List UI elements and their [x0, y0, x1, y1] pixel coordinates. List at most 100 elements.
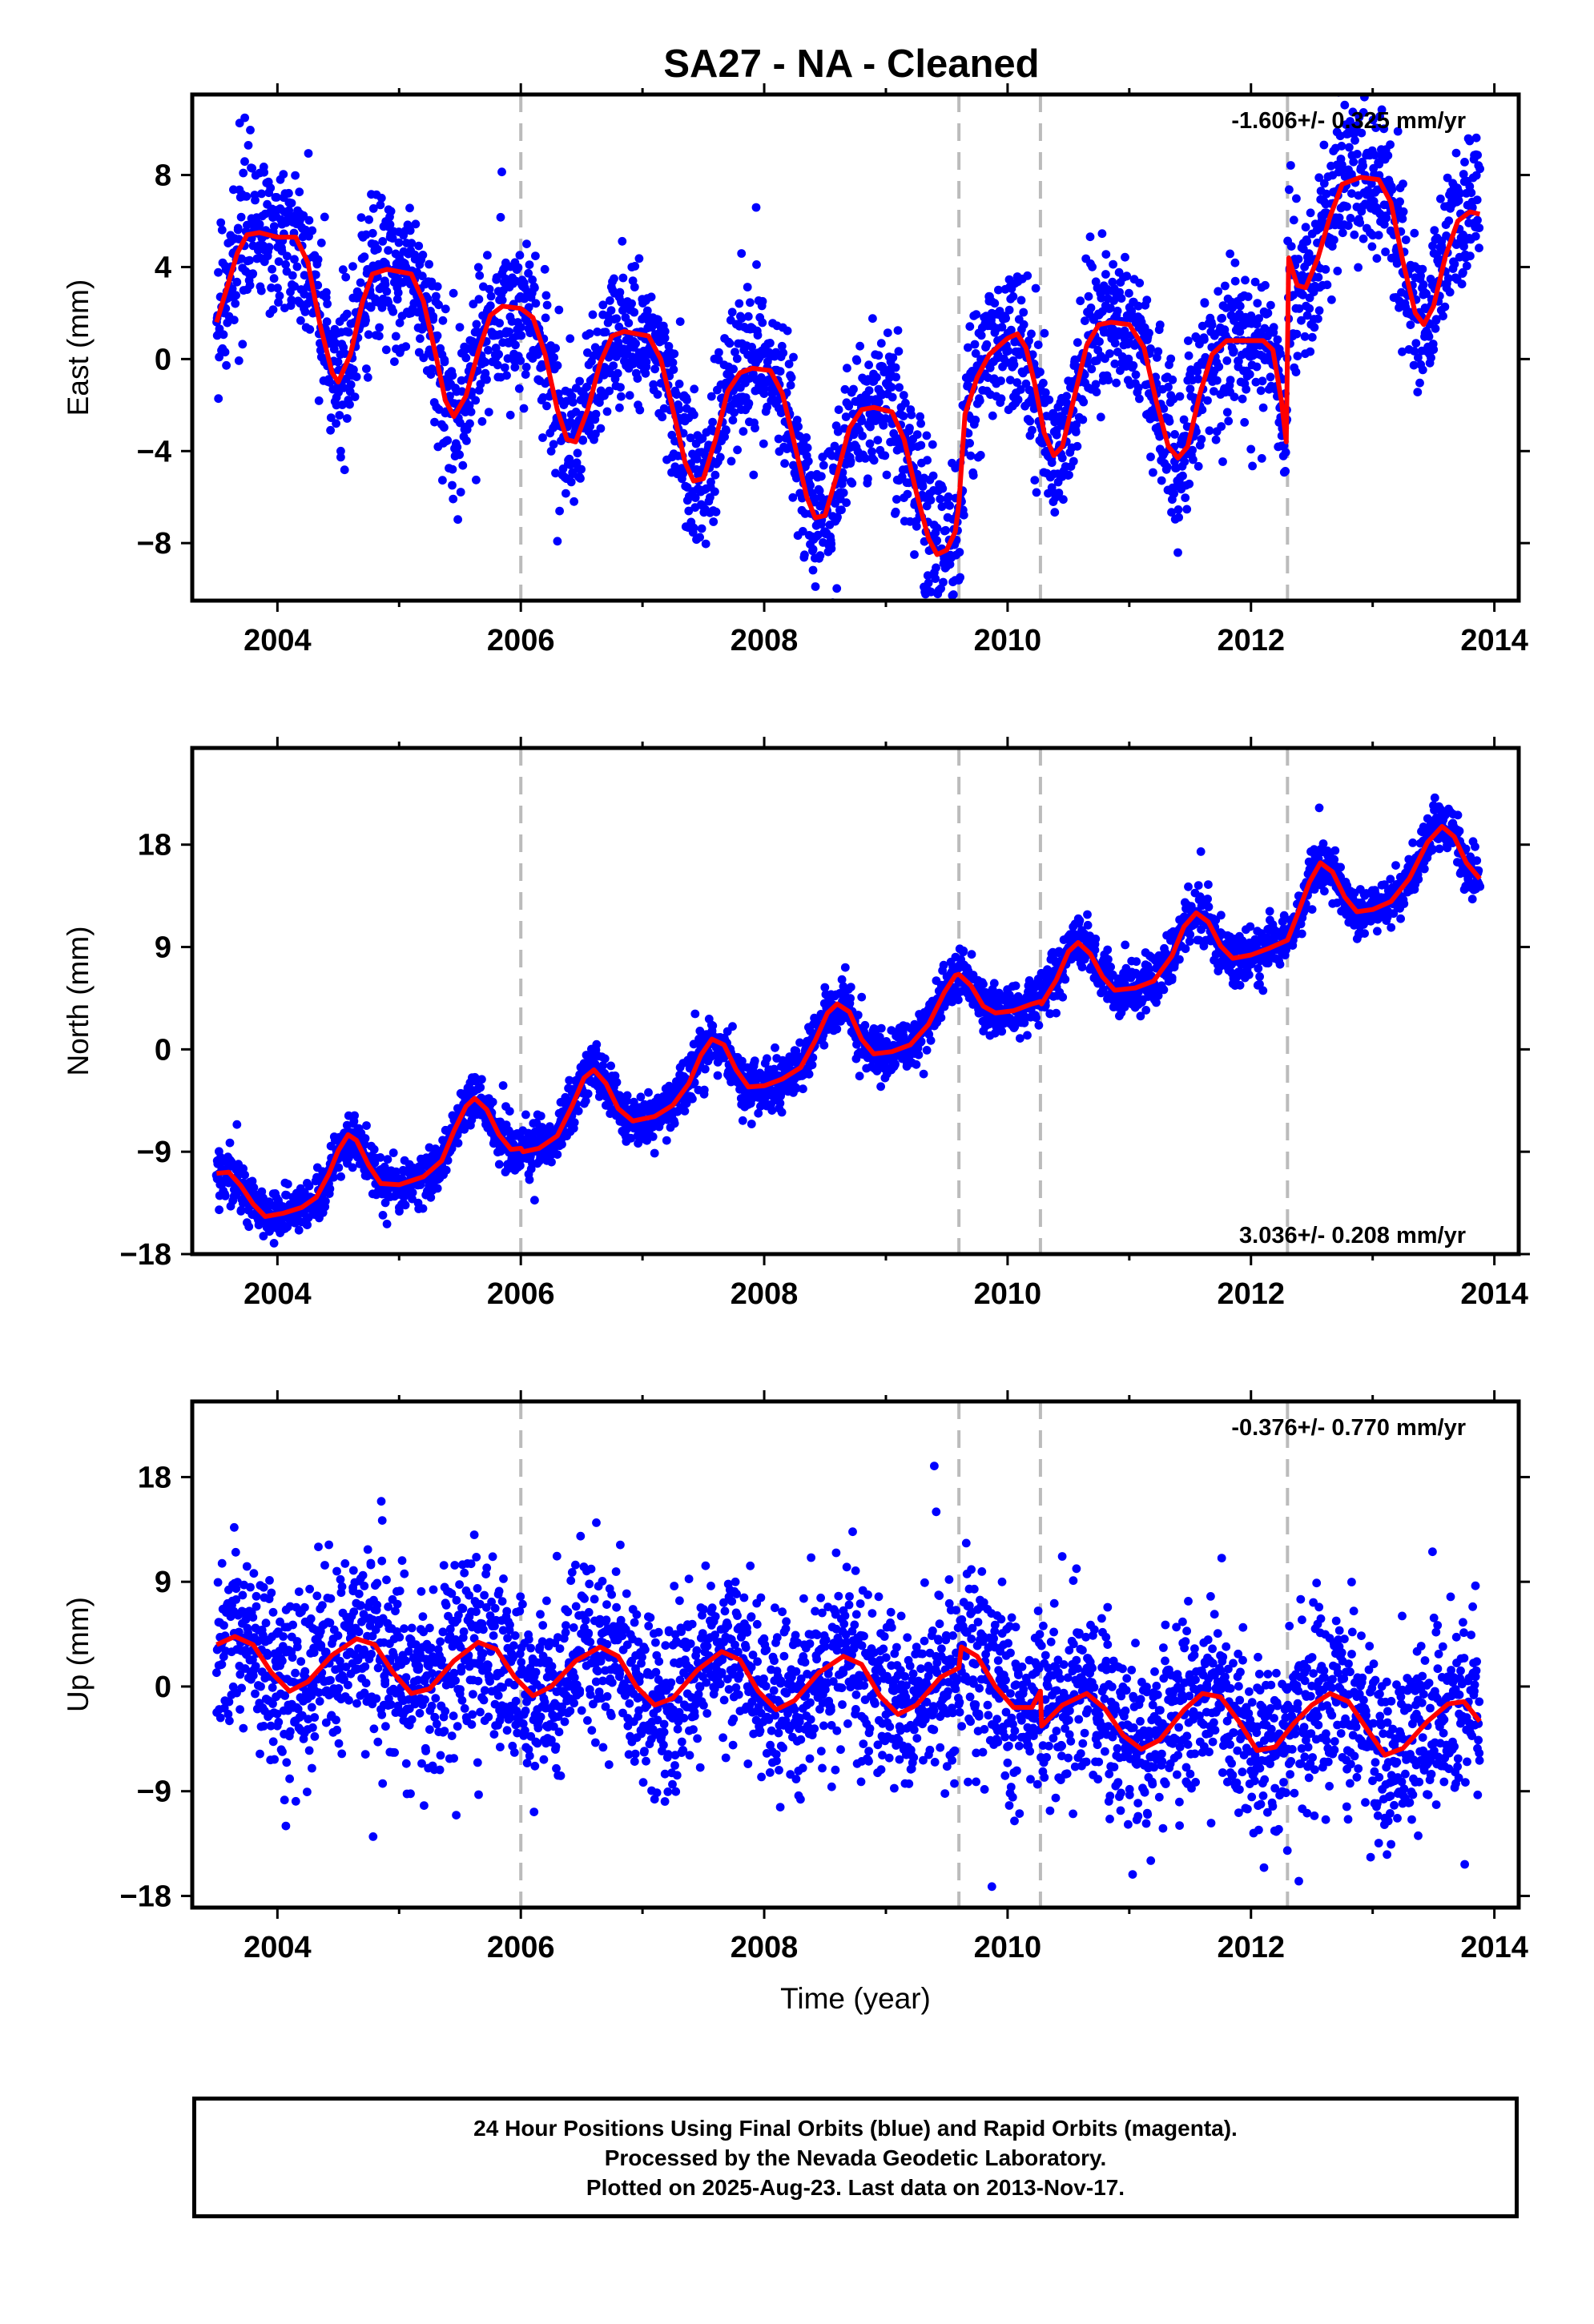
data-point	[1104, 376, 1113, 384]
data-point	[300, 308, 310, 316]
data-point	[405, 226, 415, 235]
data-point	[515, 251, 525, 260]
data-point	[1230, 392, 1239, 401]
data-point	[429, 312, 438, 321]
data-point	[941, 525, 950, 535]
data-point	[832, 584, 842, 593]
data-point	[1348, 107, 1358, 117]
data-point	[1071, 428, 1081, 436]
rate-label: -1.606+/- 0.325 mm/yr	[1231, 108, 1466, 134]
data-point	[575, 376, 584, 386]
data-point	[936, 606, 944, 615]
data-point	[1475, 223, 1484, 232]
data-point	[1165, 416, 1174, 426]
data-point	[650, 1148, 659, 1158]
data-point	[215, 1205, 223, 1215]
data-point	[932, 523, 942, 533]
data-point	[1213, 376, 1222, 385]
data-point	[855, 341, 864, 351]
data-point	[493, 360, 502, 370]
data-point	[700, 1064, 710, 1074]
data-point	[384, 246, 392, 255]
data-point	[1230, 258, 1240, 267]
data-point	[1235, 327, 1245, 336]
data-point	[1401, 235, 1411, 244]
data-point	[346, 380, 356, 389]
data-point	[777, 341, 787, 351]
data-point	[602, 407, 612, 416]
data-point	[407, 239, 417, 248]
data-point	[516, 356, 525, 365]
data-point	[763, 1054, 771, 1063]
data-point	[217, 225, 227, 235]
data-point	[1459, 267, 1467, 277]
data-point	[634, 254, 644, 263]
data-point	[291, 171, 300, 180]
data-point	[287, 296, 296, 304]
data-point	[503, 354, 513, 364]
data-point	[433, 331, 442, 340]
data-point	[753, 331, 763, 340]
data-point	[596, 424, 606, 433]
data-point	[669, 365, 678, 374]
data-point	[1036, 368, 1045, 376]
data-point	[1007, 325, 1016, 335]
data-point	[525, 260, 534, 269]
data-point	[1059, 495, 1068, 505]
data-point	[1465, 136, 1475, 146]
data-point	[531, 251, 540, 260]
data-point	[514, 384, 524, 393]
data-point	[1241, 275, 1250, 285]
data-points	[212, 94, 1484, 615]
data-point	[378, 1211, 388, 1220]
data-point	[1466, 251, 1475, 261]
data-point	[488, 1097, 497, 1107]
data-point	[374, 332, 384, 340]
data-point	[1414, 353, 1423, 362]
data-point	[631, 339, 640, 348]
data-point	[269, 274, 279, 283]
data-point	[833, 427, 843, 436]
data-point	[747, 1120, 756, 1128]
data-point	[784, 360, 794, 368]
data-point	[443, 1156, 453, 1165]
data-point	[433, 282, 442, 292]
data-point	[1047, 458, 1057, 468]
data-point	[1292, 329, 1302, 339]
data-point	[842, 498, 851, 508]
data-point	[1178, 471, 1187, 480]
data-point	[1307, 332, 1317, 342]
data-point	[1169, 489, 1178, 498]
data-point	[916, 412, 924, 421]
data-point	[689, 523, 698, 533]
data-point	[232, 1120, 242, 1129]
data-point	[846, 983, 855, 991]
data-point	[1088, 262, 1097, 271]
data-point	[932, 536, 942, 545]
data-point	[246, 126, 255, 135]
data-point	[1431, 324, 1440, 333]
data-point	[1413, 388, 1423, 396]
data-point	[1410, 228, 1419, 238]
data-point	[325, 1184, 335, 1193]
data-point	[485, 301, 495, 311]
data-point	[1319, 140, 1329, 150]
data-point	[626, 1133, 636, 1143]
data-point	[1218, 313, 1226, 323]
data-point	[803, 456, 813, 466]
data-point	[222, 360, 231, 370]
data-point	[743, 312, 753, 321]
data-point	[481, 357, 490, 367]
data-point	[976, 451, 985, 460]
data-point	[472, 320, 481, 329]
data-point	[970, 340, 980, 349]
data-point	[1049, 408, 1058, 418]
data-point	[388, 1148, 398, 1157]
data-point	[1338, 228, 1347, 238]
data-point	[362, 364, 371, 373]
data-point	[1072, 420, 1081, 429]
data-point	[292, 262, 302, 271]
data-point	[892, 495, 901, 504]
data-point	[287, 199, 296, 207]
data-point	[1322, 189, 1331, 199]
